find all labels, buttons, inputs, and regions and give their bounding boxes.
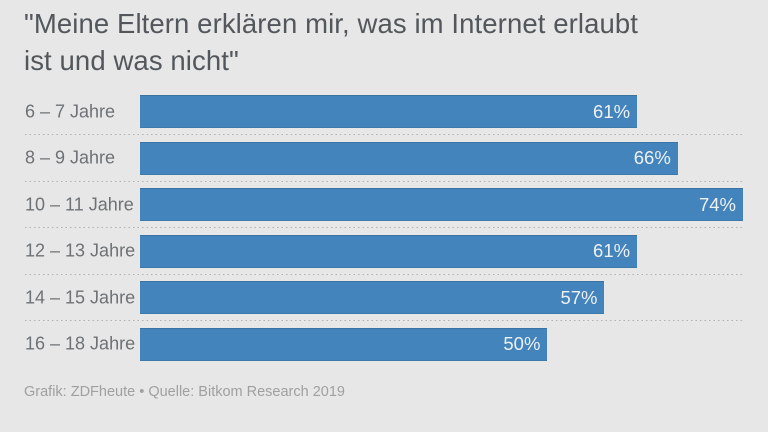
bar: 57% xyxy=(140,281,605,314)
bar: 61% xyxy=(140,95,638,128)
bar-track: 61% xyxy=(140,95,743,128)
bar-track: 66% xyxy=(140,141,743,175)
source-credit: Grafik: ZDFheute • Quelle: Bitkom Resear… xyxy=(24,384,345,400)
bar: 66% xyxy=(140,141,678,175)
category-label: 6 – 7 Jahre xyxy=(25,101,116,121)
bar: 74% xyxy=(140,188,743,221)
row-separator xyxy=(0,268,768,282)
bar-row-12-13: 12 – 13 Jahre 61% xyxy=(0,234,768,268)
chart-title-line-1: "Meine Eltern erklären mir, was im Inter… xyxy=(24,8,638,39)
row-separator xyxy=(0,128,768,142)
category-label: 10 – 11 Jahre xyxy=(25,194,134,214)
value-label: 57% xyxy=(560,286,598,308)
bar-track: 50% xyxy=(140,327,743,361)
value-label: 50% xyxy=(503,333,541,354)
bar-track: 61% xyxy=(140,234,743,268)
row-separator xyxy=(0,221,768,235)
category-label: 16 – 18 Jahre xyxy=(25,333,136,354)
chart-title: "Meine Eltern erklären mir, was im Inter… xyxy=(24,5,754,79)
value-label: 61% xyxy=(593,100,631,122)
bar-row-6-7: 6 – 7 Jahre 61% xyxy=(0,95,768,128)
value-label: 66% xyxy=(633,147,671,168)
bar: 50% xyxy=(140,327,548,361)
category-label: 12 – 13 Jahre xyxy=(25,240,136,261)
bar-row-16-18: 16 – 18 Jahre 50% xyxy=(0,327,768,361)
category-label: 14 – 15 Jahre xyxy=(25,287,136,307)
value-label: 74% xyxy=(698,193,736,215)
value-label: 61% xyxy=(593,240,631,261)
bar-row-10-11: 10 – 11 Jahre 74% xyxy=(0,188,768,221)
bar: 61% xyxy=(140,234,638,268)
bar-track: 74% xyxy=(140,188,743,221)
chart-title-line-2: ist und was nicht" xyxy=(24,45,239,76)
bar-row-14-15: 14 – 15 Jahre 57% xyxy=(0,281,768,314)
row-separator xyxy=(0,175,768,189)
bar-track: 57% xyxy=(140,281,743,314)
bar-row-8-9: 8 – 9 Jahre 66% xyxy=(0,141,768,175)
row-separator xyxy=(0,314,768,328)
bar-chart: 6 – 7 Jahre 61% 8 – 9 Jahre 66% 10 – 11 … xyxy=(0,95,768,361)
category-label: 8 – 9 Jahre xyxy=(25,147,116,168)
